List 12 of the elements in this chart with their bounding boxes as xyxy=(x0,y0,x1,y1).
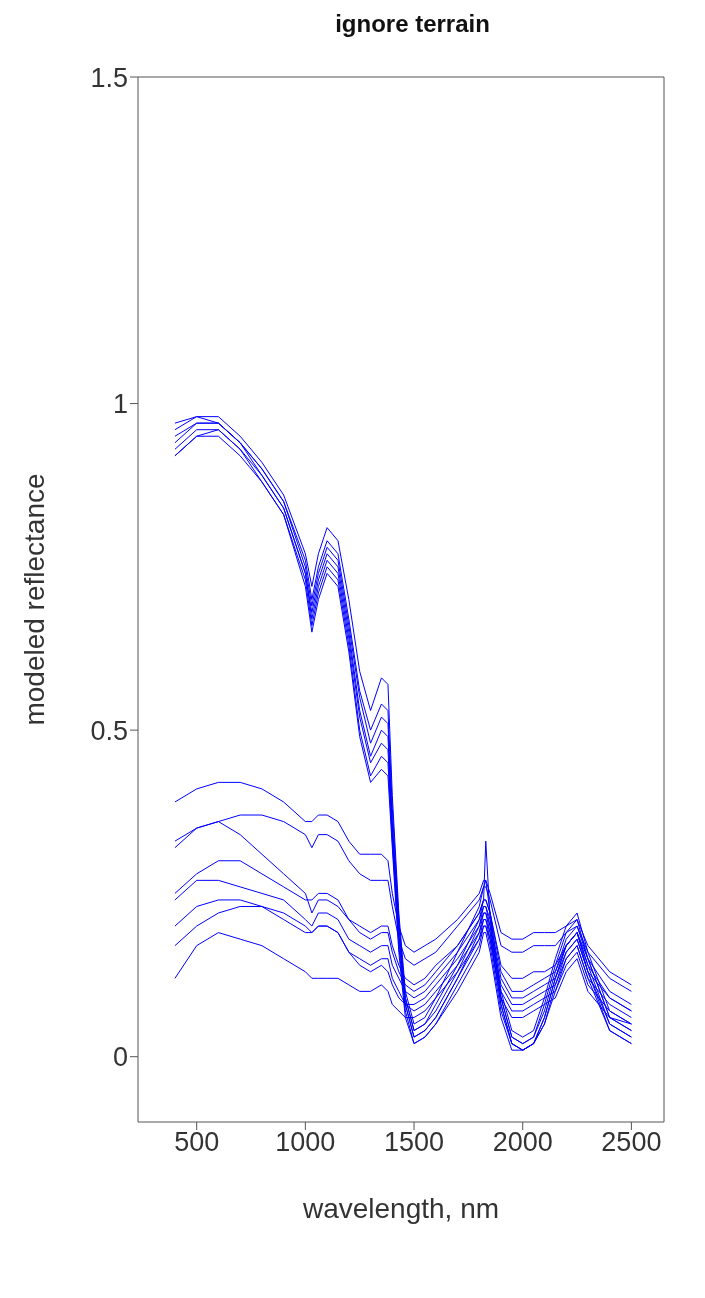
x-tick-label: 2000 xyxy=(492,1127,553,1158)
y-tick-label: 0 xyxy=(112,1042,128,1073)
y-tick-label: 1 xyxy=(112,389,128,420)
x-tick-label: 1000 xyxy=(275,1127,336,1158)
x-tick-label: 500 xyxy=(174,1127,220,1158)
x-tick-label: 1500 xyxy=(384,1127,445,1158)
y-tick-label: 1.5 xyxy=(90,62,128,93)
y-tick-label: 0.5 xyxy=(90,715,128,746)
chart-title: ignore terrain xyxy=(334,9,491,39)
x-tick-label: 2500 xyxy=(601,1127,662,1158)
x-axis-title: wavelength, nm xyxy=(301,1193,500,1224)
y-axis-title: modeled reflectance xyxy=(18,473,50,726)
